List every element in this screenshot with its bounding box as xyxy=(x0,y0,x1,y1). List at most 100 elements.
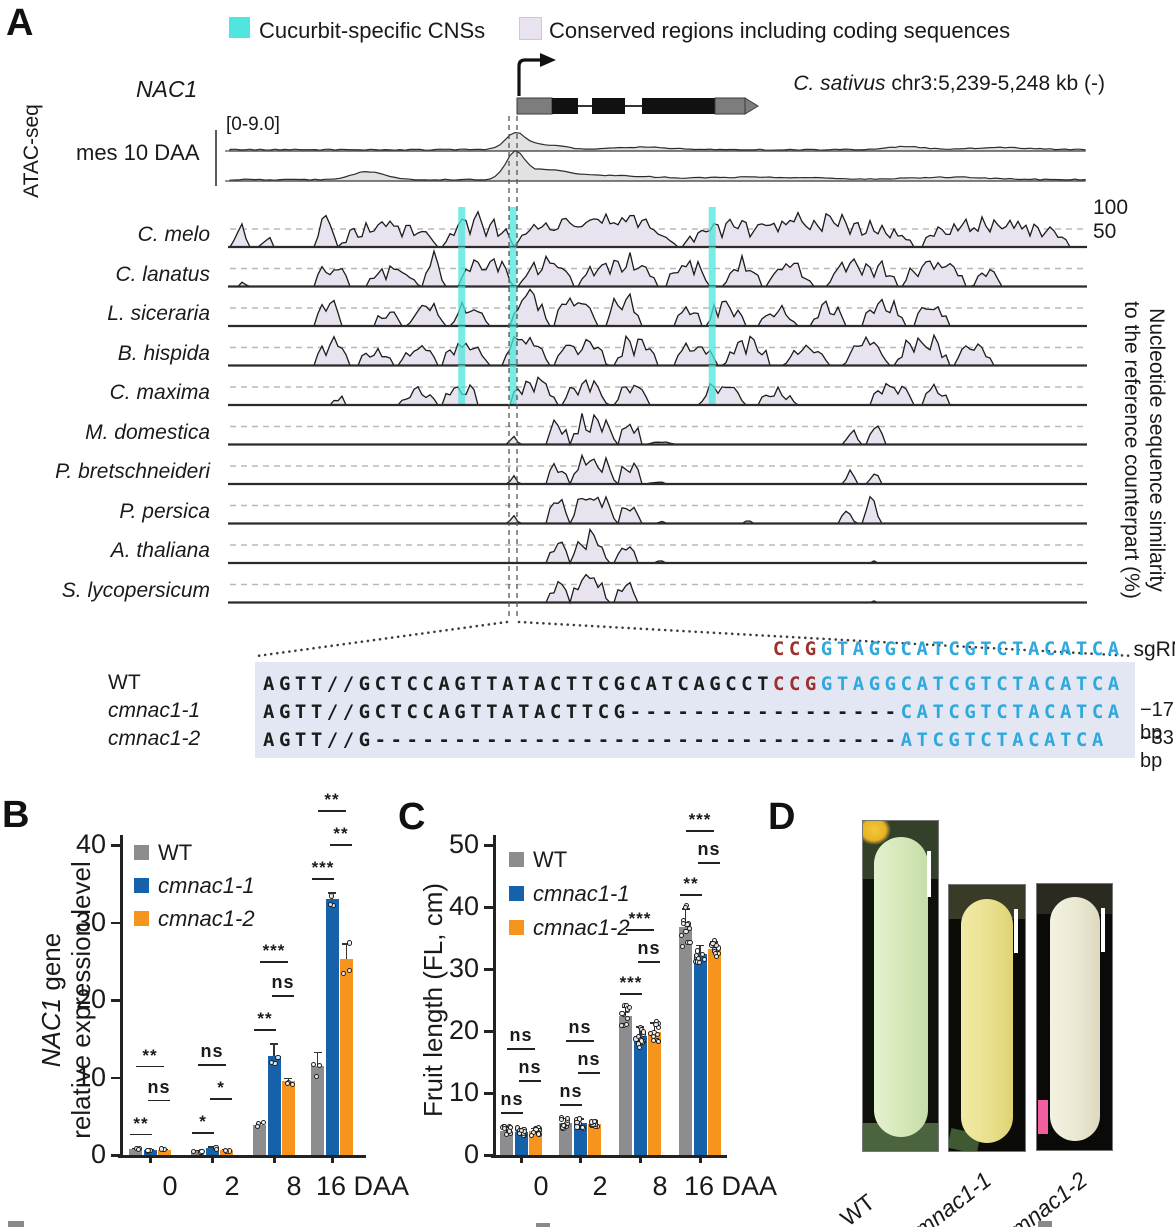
sig-label: ** xyxy=(133,1113,149,1133)
allele-sequence: AGTT//GCTCCAGTTATACTTCG-----------------… xyxy=(263,699,1124,725)
y-tick-label: 10 xyxy=(448,1077,479,1107)
data-point xyxy=(260,1120,267,1126)
data-point xyxy=(654,1031,660,1037)
sig-label: * xyxy=(199,1112,207,1132)
bar xyxy=(500,1130,514,1155)
scale-bar xyxy=(1101,908,1105,952)
bar xyxy=(267,1055,281,1155)
locus-coordinates: chr3:5,239-5,248 kb (-) xyxy=(885,72,1105,95)
panel-d-label: D xyxy=(768,796,796,838)
allele-name: WT xyxy=(108,671,141,694)
cropped-panel-label-fragment xyxy=(536,1223,550,1227)
cns-highlight xyxy=(708,365,716,406)
panel-b-label: B xyxy=(2,794,30,836)
data-point xyxy=(638,1038,645,1044)
tss-arrowhead xyxy=(540,53,556,67)
chart-legend-label: cmnac1-1 xyxy=(533,881,630,906)
y-tick xyxy=(484,1030,493,1033)
zoom-funnel-line xyxy=(517,620,1135,658)
sig-line xyxy=(507,1048,535,1051)
sig-label: ** xyxy=(324,790,340,810)
y-tick-label: 20 xyxy=(448,1015,479,1045)
locus-species: C. sativus xyxy=(793,72,886,95)
chart-legend-label: WT xyxy=(533,847,568,872)
chart-legend-label: cmnac1-1 xyxy=(158,873,255,898)
bar xyxy=(281,1081,295,1155)
allele-name: cmnac1-2 xyxy=(108,727,201,750)
data-point xyxy=(346,940,352,946)
deletion-size-label: −17 bp xyxy=(1140,699,1174,744)
data-point xyxy=(503,1132,509,1138)
data-point xyxy=(619,1022,625,1028)
data-point xyxy=(699,952,706,958)
data-point xyxy=(683,928,689,934)
species-label: M. domestica xyxy=(85,420,210,444)
sig-line xyxy=(260,961,288,964)
bar xyxy=(325,899,339,1155)
sequence-segment-base: AGTT//GCTCCAGTTATACTTCGCATCAGCCT xyxy=(263,673,774,695)
y-axis-label: NAC1 gene relative expression level xyxy=(36,840,96,1160)
data-point xyxy=(213,1147,219,1153)
data-point xyxy=(687,925,693,931)
sig-line xyxy=(566,1039,594,1042)
sig-line xyxy=(519,1080,541,1083)
data-point xyxy=(701,956,707,963)
species-label: L. siceraria xyxy=(107,302,210,325)
allele-sequence: AGTT//GCTCCAGTTATACTTCGCATCAGCCTCCGGTAGG… xyxy=(263,671,1124,697)
y-tick xyxy=(111,999,120,1002)
sequence-segment-guide: GTAGGCATCGTCTACATCA xyxy=(820,673,1124,695)
data-point xyxy=(687,939,693,946)
y-axis-label: Fruit length (FL, cm) xyxy=(418,840,448,1160)
data-point xyxy=(579,1125,585,1131)
sequence-segment-base: --------------------------------- xyxy=(374,729,901,751)
sig-label: ns xyxy=(518,1057,542,1078)
y-tick-label: 30 xyxy=(75,906,106,937)
x-tick xyxy=(149,1155,152,1163)
data-point xyxy=(681,920,687,926)
x-tick-label: 16 DAA xyxy=(316,1171,410,1201)
zoom-funnel-line xyxy=(255,620,509,658)
wt-fruit xyxy=(874,837,928,1137)
data-point xyxy=(284,1080,290,1087)
sig-label: *** xyxy=(262,941,286,961)
data-point xyxy=(574,1119,580,1125)
y-tick-label: 40 xyxy=(448,891,479,921)
data-point xyxy=(501,1125,507,1132)
species-label: S. lycopersicum xyxy=(61,578,210,602)
y-tick xyxy=(484,968,493,971)
chart-legend-swatch xyxy=(509,852,524,867)
data-point xyxy=(627,1005,633,1011)
y-tick-label: 50 xyxy=(448,829,479,859)
data-point xyxy=(558,1116,565,1123)
x-tick xyxy=(639,1155,642,1163)
locus-label: C. sativus chr3:5,239-5,248 kb (-) xyxy=(700,72,1105,96)
data-point xyxy=(655,1038,662,1044)
data-point xyxy=(574,1124,580,1130)
sig-line xyxy=(330,844,352,847)
chart-legend-swatch xyxy=(134,845,149,860)
y-tick xyxy=(484,906,493,909)
sig-label: ns xyxy=(271,972,295,993)
data-point xyxy=(328,893,335,899)
sig-label: ** xyxy=(333,824,349,844)
alignment-background xyxy=(255,662,1135,758)
y-axis-label-line: relative expression level xyxy=(66,861,96,1139)
cns-highlight xyxy=(509,365,517,406)
chart-legend-label: cmnac1-2 xyxy=(533,915,630,940)
data-point xyxy=(158,1146,164,1152)
tss-arrow xyxy=(517,58,540,96)
bar xyxy=(311,1065,325,1155)
sig-line xyxy=(148,1099,170,1102)
error-bar-cap xyxy=(328,892,336,894)
y-tick-label: 30 xyxy=(448,953,479,983)
y-tick-label: 20 xyxy=(75,984,106,1014)
sig-label: ns xyxy=(509,1025,533,1046)
cns-highlight xyxy=(458,207,466,248)
x-tick xyxy=(331,1155,334,1163)
error-bar-cap xyxy=(313,1051,322,1054)
species-label: C. maxima xyxy=(109,381,210,404)
cns-highlight xyxy=(509,207,517,248)
conserved-legend-swatch xyxy=(519,17,542,40)
